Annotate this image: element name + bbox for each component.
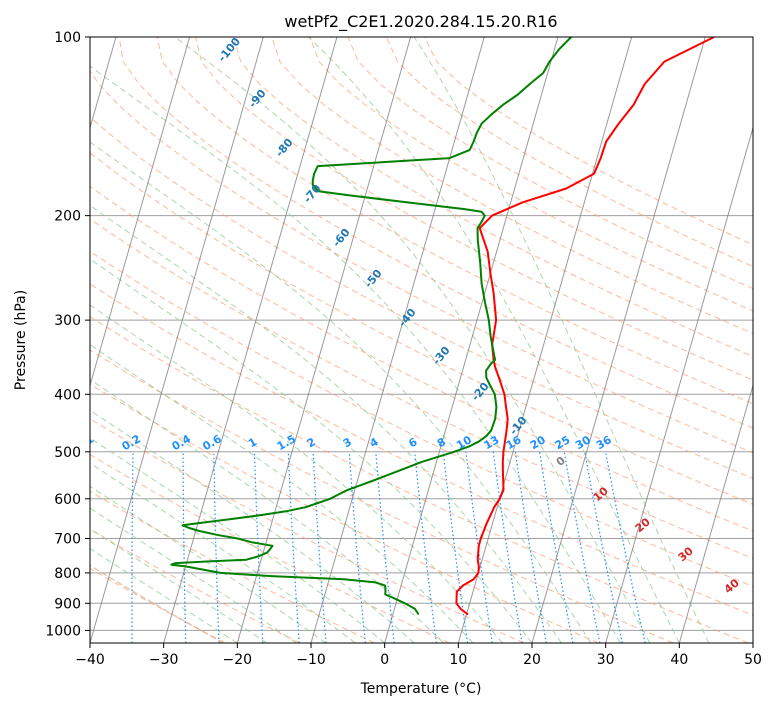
isotherm-line <box>531 37 706 643</box>
moist-adiabat <box>308 37 680 643</box>
isotherm-line <box>163 37 338 643</box>
x-tick-label: −40 <box>75 652 105 668</box>
dry-adiabat <box>90 283 753 616</box>
isotherm-line <box>90 37 191 388</box>
moist-adiabat <box>413 37 710 643</box>
x-tick-label: −20 <box>223 652 253 668</box>
chart-title: wetPf2_C2E1.2020.284.15.20.R16 <box>284 12 557 32</box>
moist-adiabat <box>90 258 533 643</box>
mixing-ratio-line <box>605 451 646 643</box>
mixing-ratio-line <box>442 451 469 643</box>
isotherm-line <box>678 383 753 643</box>
dry-adiabat <box>309 37 753 312</box>
mixing-ratio-line <box>348 451 366 643</box>
dry-adiabat <box>271 37 753 335</box>
x-tick-label: 30 <box>597 652 615 668</box>
dry-adiabat <box>90 528 300 643</box>
plot-frame <box>89 36 754 644</box>
x-tick-label: −10 <box>296 652 326 668</box>
dry-adiabat <box>90 250 753 588</box>
isotherm-line <box>605 125 753 643</box>
moist-adiabat <box>90 141 592 643</box>
y-tick-label: 1000 <box>45 623 81 639</box>
dewpoint-line <box>170 37 572 616</box>
moist-adiabat <box>90 204 562 643</box>
dry-adiabat <box>90 316 749 643</box>
mixing-ratio-line <box>287 451 300 643</box>
x-tick-label: −30 <box>149 652 179 668</box>
moist-adiabats <box>90 37 710 643</box>
mixing-ratio-line <box>465 451 493 643</box>
dry-adiabat <box>90 418 525 643</box>
isotherm-line <box>457 37 633 643</box>
moist-adiabat <box>90 65 621 643</box>
dry-adiabats <box>90 37 753 643</box>
mixing-ratio-line <box>414 451 437 643</box>
x-tick-label: 10 <box>449 652 467 668</box>
moist-adiabat <box>174 37 651 643</box>
x-axis-ticks: −40 −30 −20 −10 0 10 20 30 40 50 <box>75 643 762 668</box>
dry-adiabat <box>90 115 753 479</box>
theta-curves <box>90 564 224 643</box>
moist-adiabat <box>90 378 444 643</box>
moist-adiabat <box>90 344 474 643</box>
mixing-ratio-label: 0.1 <box>73 432 96 453</box>
dry-adiabat <box>90 218 753 559</box>
moist-adiabat <box>90 507 297 643</box>
x-tick-label: 20 <box>523 652 541 668</box>
skewed-isotherms <box>90 37 753 643</box>
dry-adiabat <box>90 152 753 505</box>
y-axis-title: Pressure (hPa) <box>13 290 29 390</box>
y-axis-ticks: 100 200 300 400 500 600 700 800 900 1000 <box>45 30 90 639</box>
sounding-series <box>170 37 715 616</box>
mixing-ratio-line <box>584 451 623 643</box>
isotherm-line <box>236 37 412 643</box>
y-tick-label: 200 <box>54 209 81 225</box>
isotherm-line <box>384 37 559 643</box>
y-tick-label: 400 <box>54 387 81 403</box>
isotherm-line <box>90 37 264 643</box>
x-tick-label: 0 <box>380 652 389 668</box>
mixing-ratio-lines <box>131 451 646 643</box>
dry-adiabat <box>156 37 753 405</box>
y-tick-label: 700 <box>54 532 81 548</box>
temperature-line <box>455 37 715 616</box>
x-axis-title: Temperature (°C) <box>360 681 482 697</box>
y-tick-label: 800 <box>54 566 81 582</box>
x-tick-label: 50 <box>744 652 762 668</box>
y-tick-label: 500 <box>54 445 81 461</box>
dry-adiabat <box>90 349 674 643</box>
y-tick-label: 900 <box>54 596 81 612</box>
y-tick-label: 300 <box>54 313 81 329</box>
isotherm-line <box>310 37 485 643</box>
moist-adiabat <box>90 304 503 643</box>
mixing-ratio-line <box>563 451 601 643</box>
theta-curve <box>90 564 224 643</box>
x-tick-label: 40 <box>670 652 688 668</box>
mixing-ratio-line <box>253 451 264 643</box>
y-tick-label: 600 <box>54 492 81 508</box>
y-tick-label: 100 <box>54 30 81 46</box>
dry-adiabat <box>90 383 599 643</box>
dry-adiabat <box>195 37 753 381</box>
mixing-ratio-line <box>312 451 327 643</box>
dry-adiabat <box>90 490 375 643</box>
mixing-ratio-line <box>375 451 395 643</box>
